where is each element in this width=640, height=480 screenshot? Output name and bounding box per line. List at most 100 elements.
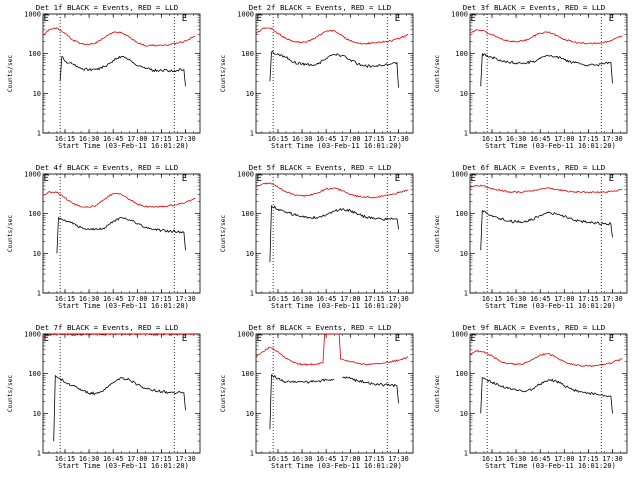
x-tick-label: 16:30	[292, 455, 312, 463]
y-axis-label: Counts/sec	[7, 375, 14, 413]
y-axis-label: Counts/sec	[220, 55, 227, 93]
x-tick-label: 16:15	[55, 295, 75, 303]
event-marker-label: E	[257, 174, 262, 184]
chart-svg-1f: Det 1f BLACK = Events, RED = LLD 1 10 100 10…	[7, 3, 201, 150]
y-tick-label: 10	[459, 410, 467, 418]
x-tick-label: 16:30	[79, 455, 99, 463]
y-tick-label: 10	[246, 90, 254, 98]
y-tick-label: 1	[250, 450, 254, 458]
x-axis-label: Start Time (03-Feb-11 16:01:20)	[58, 462, 189, 470]
event-marker-label: E	[257, 14, 262, 24]
detector-panel-8f: Det 8f BLACK = Events, RED = LLD 1 10 100 10…	[213, 320, 426, 480]
x-tick-label: 16:15	[481, 295, 501, 303]
series-line-events	[479, 53, 613, 87]
series-line-lld	[42, 27, 196, 47]
chart-title: Det 6f BLACK = Events, RED = LLD	[462, 163, 604, 172]
x-tick-label: 16:30	[79, 295, 99, 303]
x-tick-label: 17:00	[554, 295, 574, 303]
series-line-events	[56, 217, 186, 254]
y-tick-label: 1	[463, 450, 467, 458]
chart-svg-9f: Det 9f BLACK = Events, RED = LLD 1 10 100 10…	[434, 323, 628, 470]
y-tick-label: 1	[463, 290, 467, 298]
x-axis-label: Start Time (03-Feb-11 16:01:20)	[272, 462, 403, 470]
x-tick-label: 17:30	[175, 455, 195, 463]
chart-svg-8f: Det 8f BLACK = Events, RED = LLD 1 10 100 10…	[220, 323, 414, 470]
plot-frame	[469, 173, 628, 294]
chart-svg-3f: Det 3f BLACK = Events, RED = LLD 1 10 100 10…	[434, 3, 628, 150]
y-tick-label: 100	[455, 370, 468, 378]
y-tick-label: 1000	[451, 171, 468, 179]
y-tick-label: 100	[242, 210, 255, 218]
y-tick-label: 1000	[237, 171, 254, 179]
x-tick-label: 16:15	[268, 455, 288, 463]
x-tick-label: 17:00	[127, 295, 147, 303]
x-tick-label: 16:45	[316, 295, 336, 303]
event-marker-label: E	[395, 174, 400, 184]
detector-panel-2f: Det 2f BLACK = Events, RED = LLD 1 10 100 10…	[213, 0, 426, 160]
x-tick-label: 17:15	[365, 295, 385, 303]
x-tick-label: 17:30	[389, 295, 409, 303]
event-marker-label: E	[470, 14, 475, 24]
chart-svg-5f: Det 5f BLACK = Events, RED = LLD 1 10 100 10…	[220, 163, 414, 310]
series-line-events	[269, 50, 400, 88]
x-tick-label: 17:15	[578, 295, 598, 303]
series-line-lld	[468, 29, 623, 45]
x-tick-label: 16:30	[506, 135, 526, 143]
series-line-events	[479, 210, 613, 251]
y-axis-label: Counts/sec	[434, 55, 441, 93]
series-line-lld	[255, 333, 409, 366]
plot-frame	[469, 13, 628, 134]
series-line-lld	[468, 184, 623, 194]
plot-frame	[42, 13, 201, 134]
x-axis-label: Start Time (03-Feb-11 16:01:20)	[485, 302, 616, 310]
detector-panel-5f: Det 5f BLACK = Events, RED = LLD 1 10 100 10…	[213, 160, 426, 320]
x-axis-label: Start Time (03-Feb-11 16:01:20)	[485, 142, 616, 150]
x-tick-label: 17:15	[578, 455, 598, 463]
event-marker-label: E	[182, 14, 187, 24]
y-tick-label: 10	[33, 410, 41, 418]
x-tick-label: 16:15	[268, 135, 288, 143]
chart-svg-7f: Det 7f BLACK = Events, RED = LLD 1 10 100 10…	[7, 323, 201, 470]
x-tick-label: 16:45	[530, 295, 550, 303]
y-tick-label: 1000	[24, 11, 41, 19]
y-axis-label: Counts/sec	[7, 55, 14, 93]
y-tick-label: 100	[28, 50, 41, 58]
y-tick-label: 10	[33, 90, 41, 98]
detector-panel-9f: Det 9f BLACK = Events, RED = LLD 1 10 100 10…	[427, 320, 640, 480]
y-axis-label: Counts/sec	[434, 215, 441, 253]
x-tick-label: 17:30	[602, 455, 622, 463]
x-tick-label: 16:45	[316, 135, 336, 143]
y-tick-label: 10	[459, 90, 467, 98]
x-tick-label: 16:30	[292, 295, 312, 303]
chart-svg-4f: Det 4f BLACK = Events, RED = LLD 1 10 100 10…	[7, 163, 201, 310]
detector-panel-6f: Det 6f BLACK = Events, RED = LLD 1 10 100 10…	[427, 160, 640, 320]
y-tick-label: 1000	[451, 331, 468, 339]
plot-frame	[469, 333, 628, 454]
y-tick-label: 1	[37, 450, 41, 458]
series-line-events	[59, 55, 186, 87]
x-tick-label: 17:00	[340, 295, 360, 303]
y-tick-label: 100	[242, 370, 255, 378]
detector-panel-1f: Det 1f BLACK = Events, RED = LLD 1 10 100 10…	[0, 0, 213, 160]
event-marker-label: E	[470, 334, 475, 344]
x-tick-label: 17:00	[127, 455, 147, 463]
chart-title: Det 8f BLACK = Events, RED = LLD	[249, 323, 391, 332]
y-axis-label: Counts/sec	[434, 375, 441, 413]
series-line-lld	[42, 333, 196, 337]
y-tick-label: 10	[246, 250, 254, 258]
y-tick-label: 100	[242, 50, 255, 58]
y-tick-label: 100	[455, 210, 468, 218]
x-tick-label: 16:15	[481, 135, 501, 143]
y-tick-label: 1000	[24, 171, 41, 179]
x-tick-label: 17:15	[365, 135, 385, 143]
chart-title: Det 2f BLACK = Events, RED = LLD	[249, 3, 391, 12]
x-tick-label: 17:30	[602, 295, 622, 303]
series-line-lld	[42, 191, 196, 208]
x-tick-label: 16:45	[103, 295, 123, 303]
x-tick-label: 17:15	[365, 455, 385, 463]
series-line-lld	[469, 350, 623, 367]
x-axis-label: Start Time (03-Feb-11 16:01:20)	[58, 302, 189, 310]
chart-title: Det 3f BLACK = Events, RED = LLD	[462, 3, 604, 12]
event-marker-label: E	[43, 334, 48, 344]
